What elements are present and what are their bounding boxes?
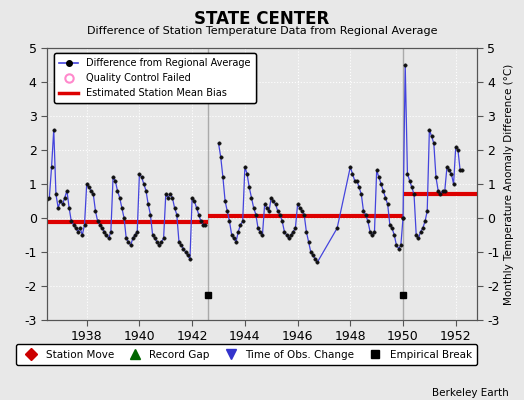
Legend: Station Move, Record Gap, Time of Obs. Change, Empirical Break: Station Move, Record Gap, Time of Obs. C… xyxy=(16,344,477,365)
Text: STATE CENTER: STATE CENTER xyxy=(194,10,330,28)
Difference from Regional Average xyxy=(99,226,105,230)
Text: Berkeley Earth: Berkeley Earth xyxy=(432,388,508,398)
Difference from Regional Average xyxy=(125,239,132,244)
Difference from Regional Average xyxy=(178,243,184,248)
Text: Difference of Station Temperature Data from Regional Average: Difference of Station Temperature Data f… xyxy=(87,26,437,36)
Difference from Regional Average xyxy=(202,222,209,227)
Difference from Regional Average xyxy=(187,256,193,261)
Difference from Regional Average xyxy=(182,250,189,254)
Line: Difference from Regional Average: Difference from Regional Average xyxy=(46,128,207,260)
Difference from Regional Average xyxy=(191,198,198,203)
Y-axis label: Monthly Temperature Anomaly Difference (°C): Monthly Temperature Anomaly Difference (… xyxy=(504,63,514,305)
Difference from Regional Average xyxy=(51,127,57,132)
Legend: Difference from Regional Average, Quality Control Failed, Estimated Station Mean: Difference from Regional Average, Qualit… xyxy=(54,54,256,103)
Difference from Regional Average xyxy=(81,222,88,227)
Difference from Regional Average xyxy=(44,197,50,202)
